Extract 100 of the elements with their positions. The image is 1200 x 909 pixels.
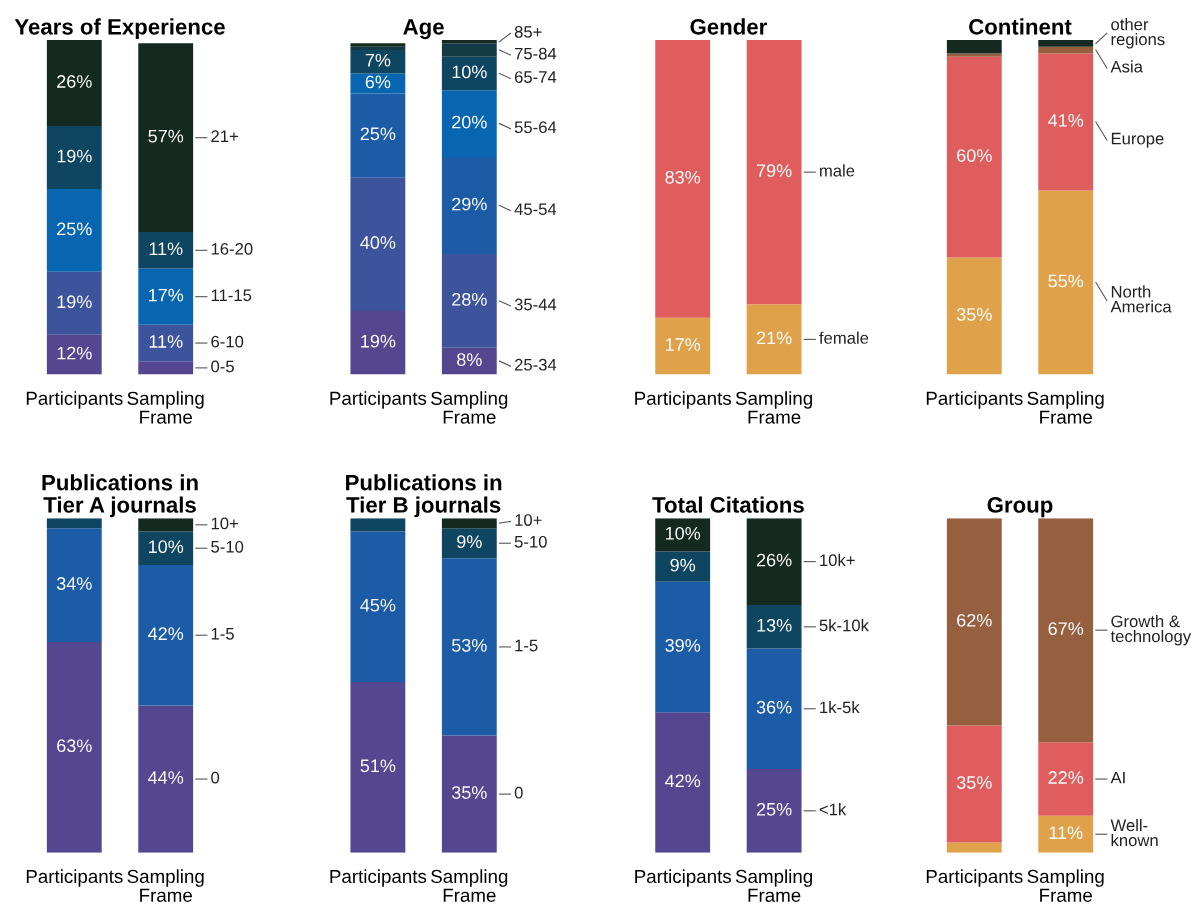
bar: [350, 531, 406, 683]
bar: [1038, 190, 1094, 375]
bar: [655, 581, 711, 713]
bar: [441, 518, 497, 529]
series-label: 0: [514, 786, 523, 799]
data-label: 11%: [149, 335, 183, 348]
x-tick-label: Sampling Frame: [735, 869, 812, 902]
bar: [46, 334, 102, 375]
bar: [746, 518, 802, 606]
bar: [350, 50, 406, 74]
data-label: 19%: [57, 149, 92, 163]
series-label: 5-10: [211, 540, 244, 553]
data-label: 62%: [957, 613, 992, 627]
data-label: 35%: [956, 776, 992, 789]
x-tick-label: Sampling Frame: [735, 391, 812, 424]
bar: [46, 528, 102, 642]
data-label: 19%: [57, 295, 92, 309]
data-label: 67%: [1048, 622, 1084, 636]
bar: [946, 518, 1002, 726]
bar: [350, 518, 406, 532]
series-label: male: [820, 164, 855, 177]
bar: [441, 90, 497, 158]
series-label: female: [819, 331, 869, 344]
series-label: 0-5: [211, 360, 234, 373]
series-label: 0: [211, 771, 220, 784]
series-label: 65-74: [514, 71, 557, 83]
bar: [441, 254, 497, 348]
bar: [138, 43, 194, 233]
series-label: 1-5: [211, 628, 234, 640]
series-label: 35-44: [514, 298, 557, 311]
data-label: 44%: [148, 771, 184, 784]
series-label: 45-54: [514, 203, 557, 216]
series-label: 55-64: [514, 121, 557, 134]
bar: [350, 46, 406, 51]
bar: [946, 725, 1002, 843]
data-label: 55%: [1048, 274, 1084, 288]
bar: [138, 518, 194, 532]
bar: [441, 56, 497, 91]
bar: [655, 712, 711, 853]
data-label: 39%: [665, 638, 701, 652]
bar: [441, 558, 497, 736]
bar: [946, 56, 1002, 258]
data-label: 41%: [1048, 114, 1084, 127]
data-label: 7%: [365, 53, 391, 67]
bar: [46, 641, 102, 853]
x-tick-label: Sampling Frame: [431, 391, 508, 424]
bar: [138, 324, 194, 362]
series-label: 10+: [211, 517, 238, 530]
bar: [350, 93, 406, 178]
data-label: 25%: [57, 222, 92, 236]
bar: [946, 257, 1002, 375]
x-tick-label: Participants: [926, 391, 1023, 409]
data-label: 11%: [1049, 826, 1083, 840]
data-label: 35%: [451, 786, 487, 799]
chart-title: Publications in Tier A journals: [42, 474, 198, 518]
data-label: 11%: [149, 242, 183, 256]
data-label: 25%: [756, 802, 792, 816]
data-label: 42%: [665, 774, 701, 788]
bar: [46, 271, 102, 335]
bar: [746, 769, 802, 853]
bar: [441, 157, 497, 255]
series-label: 21+: [211, 130, 238, 143]
x-tick-label: Sampling Frame: [431, 869, 508, 902]
bar: [946, 53, 1002, 57]
data-label: 9%: [670, 558, 696, 572]
data-label: 29%: [452, 197, 487, 211]
chart-title: Age: [403, 19, 444, 40]
series-label: 25-34: [514, 358, 557, 371]
bar: [655, 518, 711, 552]
bar: [1038, 53, 1094, 191]
data-label: 17%: [665, 338, 701, 351]
x-tick-label: Participants: [635, 391, 731, 409]
data-label: 57%: [148, 129, 184, 143]
series-label: 11-15: [211, 289, 252, 302]
x-tick-label: Sampling Frame: [127, 391, 204, 424]
data-label: 10%: [149, 540, 184, 554]
series-label: 10+: [515, 514, 542, 526]
series-label: 1k-5k: [820, 701, 860, 714]
bar: [350, 177, 406, 311]
series-label: 10k+: [820, 553, 855, 567]
x-tick-label: Participants: [330, 869, 427, 887]
x-tick-label: Sampling Frame: [127, 869, 204, 902]
bar: [441, 528, 497, 559]
data-label: 26%: [57, 75, 92, 88]
bar: [946, 842, 1002, 853]
x-tick-label: Participants: [635, 869, 731, 887]
chart-title: Years of Experience: [14, 18, 225, 40]
data-label: 8%: [457, 353, 482, 366]
data-label: 10%: [452, 65, 487, 79]
series-label: AI: [1110, 771, 1125, 784]
bar: [138, 232, 194, 269]
series-label: 5k-10k: [819, 619, 869, 632]
bar: [441, 347, 497, 375]
series-label: Asia: [1110, 60, 1143, 73]
x-tick-label: Sampling Frame: [1027, 869, 1104, 902]
series-label: 6-10: [211, 335, 244, 348]
data-label: 36%: [756, 700, 792, 714]
data-label: 10%: [665, 526, 701, 540]
bar: [350, 310, 406, 375]
series-label: North America: [1110, 285, 1172, 313]
